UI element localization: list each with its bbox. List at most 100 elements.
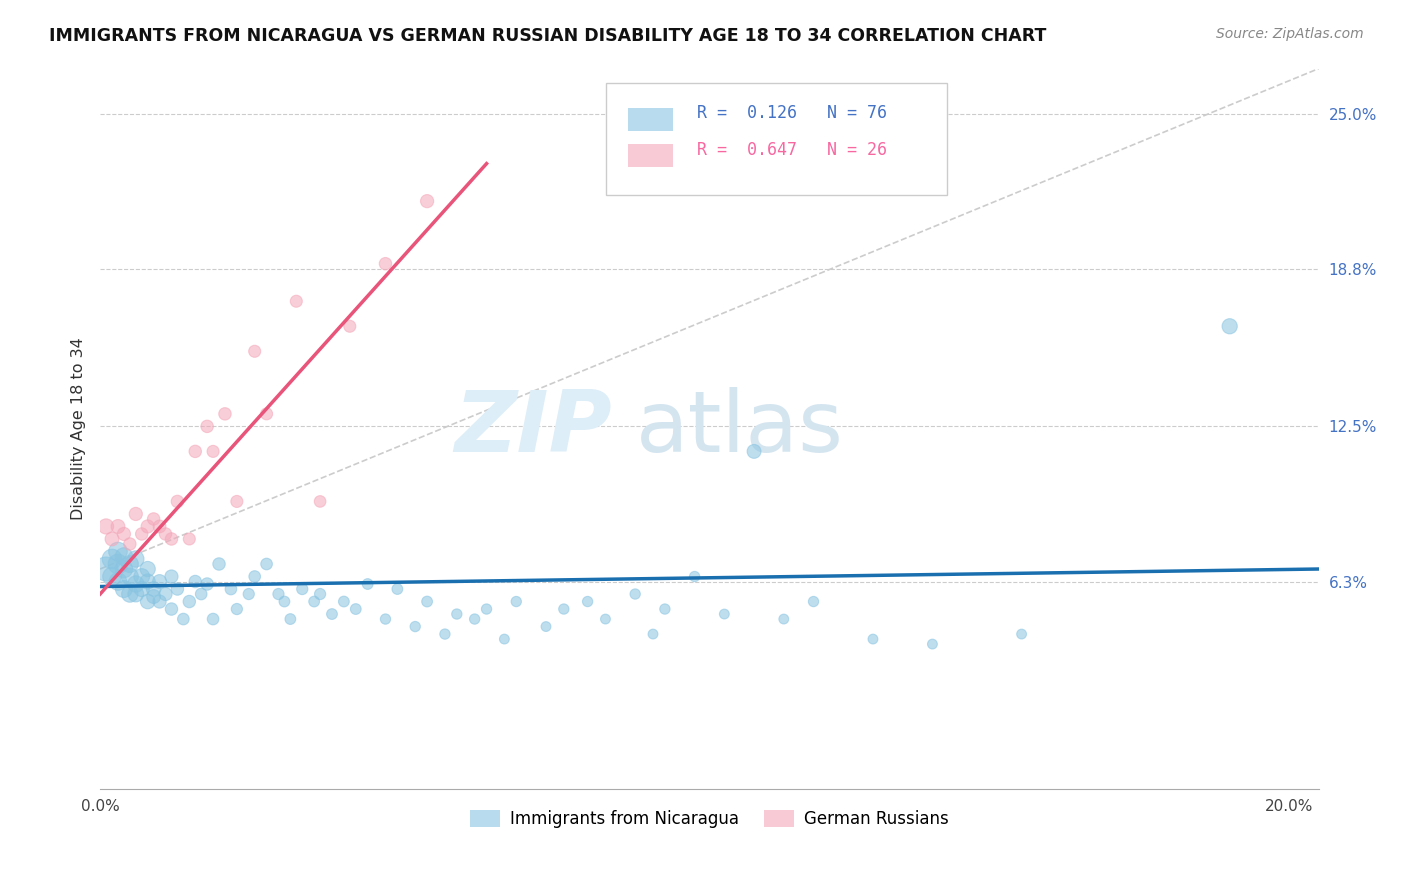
Point [172,612,194,626]
Point [208,557,231,571]
Point [166,494,188,508]
Point [309,587,332,601]
Point [118,557,141,571]
Point [243,569,266,583]
Text: atlas: atlas [637,387,845,470]
Point [155,527,177,541]
Point [742,444,765,458]
Point [713,607,735,621]
Point [190,587,212,601]
Point [148,574,170,589]
Point [772,612,794,626]
Point [184,574,207,589]
Legend: Immigrants from Nicaragua, German Russians: Immigrants from Nicaragua, German Russia… [464,804,956,835]
Point [94,562,117,576]
Point [136,562,159,576]
Point [238,587,260,601]
Point [131,527,153,541]
Point [302,594,325,608]
Point [921,637,943,651]
Point [416,194,439,209]
Point [256,557,278,571]
Point [179,594,201,608]
Point [136,594,159,608]
Point [202,444,225,458]
Point [356,577,378,591]
Point [225,602,247,616]
Point [202,612,225,626]
Point [225,494,247,508]
Point [107,519,129,533]
Point [160,602,183,616]
Point [534,619,557,633]
Point [112,527,135,541]
Point [107,574,129,589]
Point [803,594,825,608]
Text: ZIP: ZIP [454,387,612,470]
Point [214,407,236,421]
Point [494,632,516,646]
Point [107,557,129,571]
FancyBboxPatch shape [628,145,673,168]
Point [1219,319,1241,334]
Point [166,582,188,596]
Point [595,612,617,626]
Point [195,577,218,591]
Point [654,602,676,616]
Y-axis label: Disability Age 18 to 34: Disability Age 18 to 34 [72,337,86,520]
Point [243,344,266,359]
Point [148,519,170,533]
Text: IMMIGRANTS FROM NICARAGUA VS GERMAN RUSSIAN DISABILITY AGE 18 TO 34 CORRELATION : IMMIGRANTS FROM NICARAGUA VS GERMAN RUSS… [49,27,1046,45]
Point [101,569,124,583]
Point [112,549,135,564]
Point [339,319,361,334]
Point [160,532,183,546]
Point [374,257,396,271]
Point [333,594,356,608]
Text: Source: ZipAtlas.com: Source: ZipAtlas.com [1216,27,1364,41]
Point [433,627,456,641]
Point [107,544,129,558]
Point [118,537,141,551]
Point [862,632,884,646]
Point [184,444,207,458]
Point [280,612,302,626]
Point [267,587,290,601]
Point [291,582,314,596]
Point [142,582,165,596]
Point [125,587,148,601]
Point [118,569,141,583]
Point [136,519,159,533]
Point [142,590,165,604]
Point [446,607,468,621]
Point [195,419,218,434]
Point [112,562,135,576]
Point [219,582,242,596]
Point [125,507,148,521]
Point [125,577,148,591]
Point [505,594,527,608]
Point [136,574,159,589]
Point [404,619,426,633]
Point [125,552,148,566]
FancyBboxPatch shape [606,83,948,194]
Point [142,512,165,526]
Point [112,582,135,596]
Point [148,594,170,608]
Text: R =  0.647   N = 26: R = 0.647 N = 26 [697,141,887,159]
Point [475,602,498,616]
Point [553,602,575,616]
Point [285,294,308,309]
Point [160,569,183,583]
Point [131,569,153,583]
Point [309,494,332,508]
Point [576,594,599,608]
Point [131,582,153,596]
Point [179,532,201,546]
Point [321,607,343,621]
Text: R =  0.126   N = 76: R = 0.126 N = 76 [697,103,887,121]
Point [101,532,124,546]
Point [256,407,278,421]
Point [1011,627,1033,641]
Point [416,594,439,608]
